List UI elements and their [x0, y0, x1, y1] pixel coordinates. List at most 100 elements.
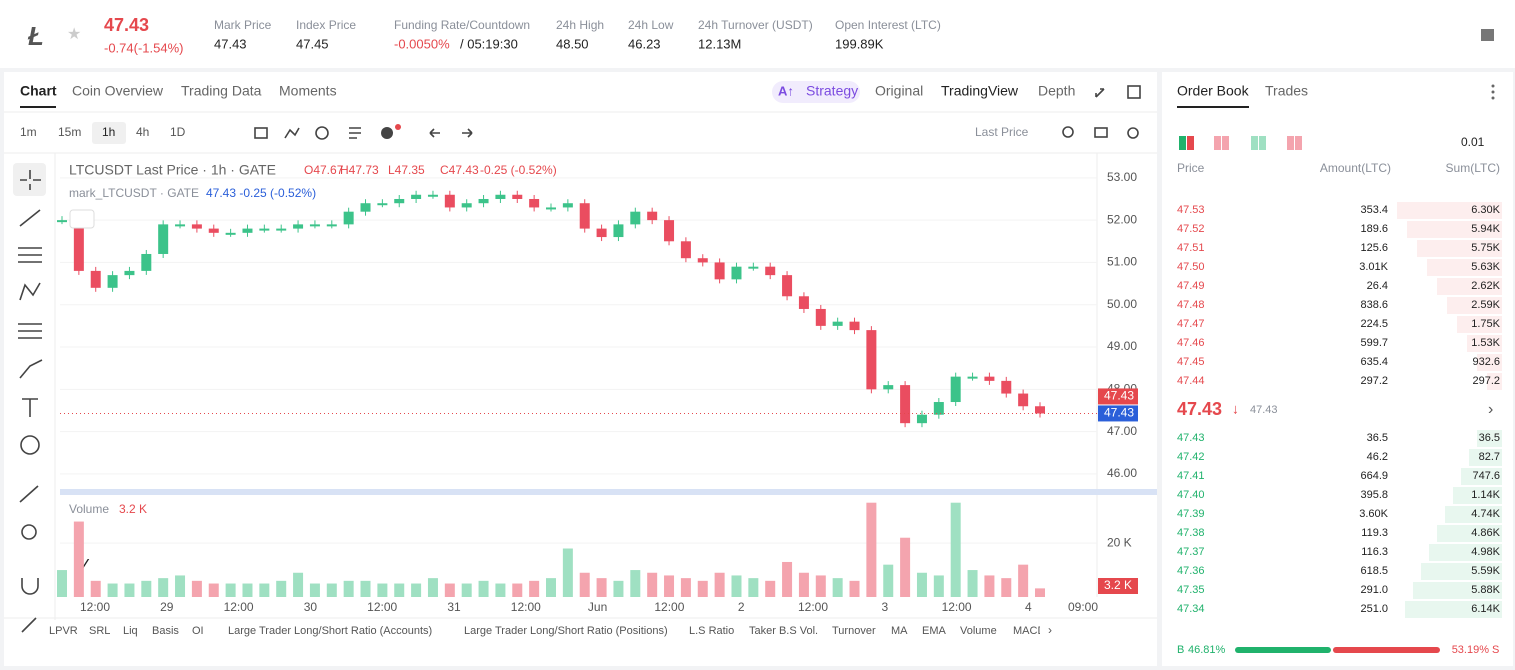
volume-bar — [950, 502, 961, 597]
interval[interactable]: 1D — [170, 125, 186, 139]
volume-bar — [815, 575, 826, 597]
volume-bar — [967, 570, 978, 597]
ob-price: 47.40 — [1177, 489, 1205, 501]
ob-price: 47.41 — [1177, 470, 1205, 482]
ob-tab[interactable]: Trades — [1265, 83, 1308, 99]
indicator[interactable]: MACD — [1013, 625, 1045, 637]
indicator[interactable]: Turnover — [832, 625, 876, 637]
interval[interactable]: 1m — [20, 125, 37, 139]
depth-bar — [1429, 544, 1502, 561]
ob-view[interactable] — [1287, 136, 1294, 150]
indicator[interactable]: Large Trader Long/Short Ratio (Positions… — [464, 625, 668, 637]
tab[interactable]: Coin Overview — [72, 83, 164, 99]
ob-view[interactable] — [1179, 136, 1186, 150]
candle — [664, 220, 675, 242]
indicator-next[interactable]: › — [1048, 623, 1052, 637]
indicator[interactable]: SRL — [89, 625, 110, 637]
x-tick-label: 12:00 — [942, 600, 972, 614]
volume-tag — [1098, 578, 1138, 594]
indicator[interactable]: Liq — [123, 625, 138, 637]
ob-price: 47.52 — [1177, 223, 1205, 235]
ohlc-value: L47.35 — [388, 163, 425, 177]
indicator[interactable]: LPVR — [49, 625, 78, 637]
candle — [967, 376, 978, 379]
ob-view[interactable] — [1295, 136, 1302, 150]
favorite-star[interactable]: ★ — [67, 26, 81, 43]
ob-sum: 2.62K — [1471, 280, 1500, 292]
ob-price: 47.42 — [1177, 451, 1205, 463]
pane-separator[interactable] — [60, 489, 1157, 495]
indicator[interactable]: MA — [891, 625, 908, 637]
depth-bar — [1453, 487, 1502, 504]
volume-bar — [680, 578, 691, 597]
strategy-pill[interactable] — [772, 81, 860, 103]
indicator[interactable]: Basis — [152, 625, 179, 637]
ob-price: 47.39 — [1177, 508, 1205, 520]
volume-bar — [562, 548, 573, 597]
ob-view[interactable] — [1259, 136, 1266, 150]
collapse-btn[interactable] — [69, 209, 95, 229]
volume-bar — [309, 583, 320, 597]
ob-price: 47.53 — [1177, 204, 1205, 216]
volume-bar — [394, 583, 405, 597]
view-tab[interactable]: Original — [875, 83, 923, 99]
indicator[interactable]: Taker B.S Vol. — [749, 625, 818, 637]
last-price: 47.43 — [104, 15, 149, 35]
depth-bar — [1461, 468, 1502, 485]
candle — [276, 228, 287, 231]
mid-more[interactable]: › — [1488, 401, 1493, 418]
mark-price: 47.43 — [1250, 404, 1278, 416]
indicator[interactable]: Volume — [960, 625, 997, 637]
price-type[interactable]: Last Price — [975, 125, 1029, 139]
candle — [529, 198, 540, 208]
price-tag-label: 47.43 — [1104, 389, 1134, 403]
volume-bar — [613, 580, 624, 597]
volume-bar — [225, 583, 236, 597]
ob-view[interactable] — [1187, 136, 1194, 150]
indicator[interactable]: L.S Ratio — [689, 625, 734, 637]
view-tab[interactable]: Strategy — [806, 83, 858, 99]
indicator-mask — [1040, 620, 1070, 642]
volume-bar — [546, 578, 556, 597]
view-tab[interactable]: Depth — [1038, 83, 1075, 99]
mark-label: mark_LTCUSDT · GATE — [69, 186, 199, 200]
menu-icon[interactable] — [1481, 29, 1494, 41]
indicator[interactable]: Large Trader Long/Short Ratio (Accounts) — [228, 625, 432, 637]
volume-bar — [293, 572, 304, 597]
x-tick-label: 2 — [738, 600, 745, 614]
candle — [933, 402, 944, 415]
stat-value: / 05:19:30 — [460, 36, 518, 51]
tab[interactable]: Trading Data — [181, 83, 262, 99]
volume-bar — [1001, 578, 1012, 597]
strategy-icon: A↑ — [778, 83, 794, 98]
volume-bar — [326, 583, 337, 597]
ob-amount: 291.0 — [1360, 584, 1388, 596]
drawing-tools[interactable] — [13, 163, 46, 633]
ob-amount: 26.4 — [1367, 280, 1388, 292]
ob-tab[interactable]: Order Book — [1177, 83, 1250, 99]
ob-view[interactable] — [1251, 136, 1258, 150]
view-tab[interactable]: TradingView — [941, 83, 1019, 99]
candle — [343, 211, 354, 225]
candle — [849, 321, 860, 331]
tab[interactable]: Moments — [279, 83, 337, 99]
interval[interactable]: 4h — [136, 125, 149, 139]
depth-bar — [1467, 335, 1502, 352]
indicator[interactable]: OI — [192, 625, 204, 637]
y-tick-label: 49.00 — [1107, 339, 1137, 353]
volume-tag-label: 3.2 K — [1104, 578, 1132, 592]
interval[interactable]: 15m — [58, 125, 81, 139]
depth-bar — [1417, 240, 1502, 257]
sell-letter: S — [1492, 644, 1499, 656]
ob-sum: 1.14K — [1471, 489, 1500, 501]
tab[interactable]: Chart — [20, 83, 57, 99]
ob-view[interactable] — [1222, 136, 1229, 150]
indicator[interactable]: EMA — [922, 625, 947, 637]
ob-view[interactable] — [1214, 136, 1221, 150]
candle — [798, 296, 809, 309]
precision[interactable]: 0.01 — [1461, 135, 1485, 149]
stat-label: Mark Price — [214, 18, 272, 32]
col-header: Price — [1177, 161, 1205, 175]
interval[interactable]: 1h — [102, 125, 115, 139]
x-tick-label: 12:00 — [798, 600, 828, 614]
